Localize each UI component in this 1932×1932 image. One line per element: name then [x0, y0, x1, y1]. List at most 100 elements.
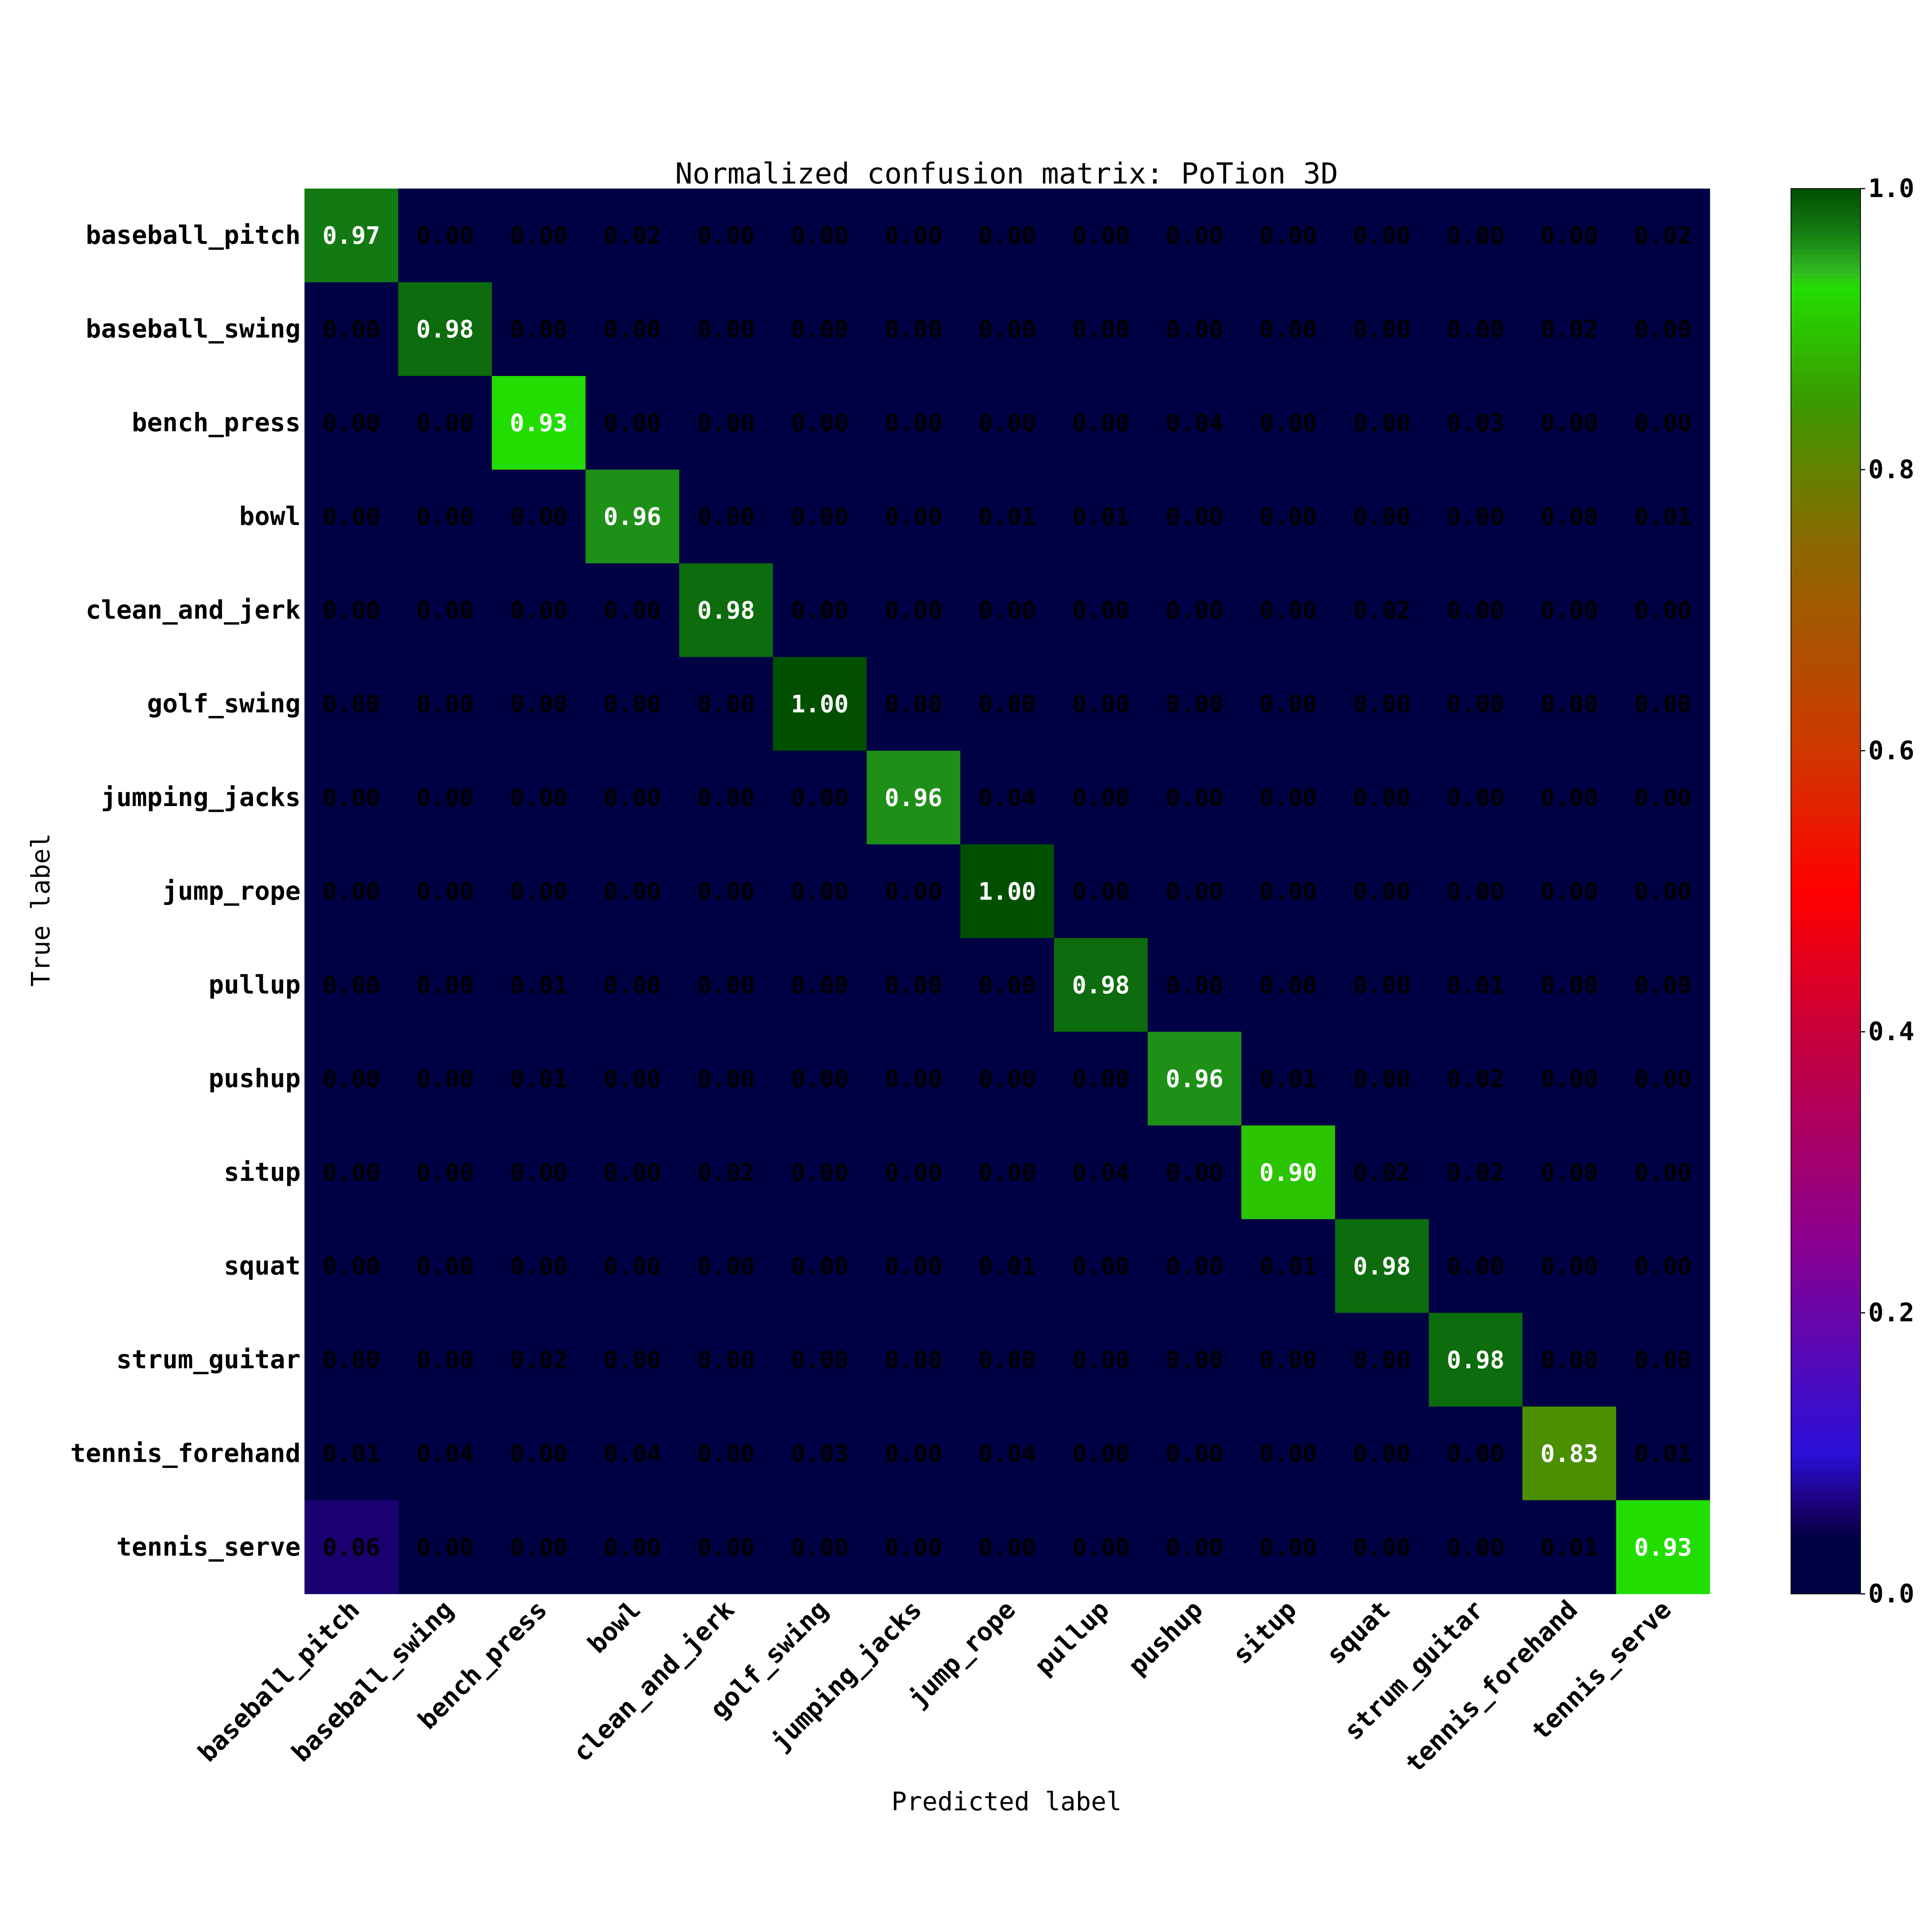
colorbar-segment [1791, 1144, 1861, 1150]
cell-value-label: 0.98 [1447, 1346, 1504, 1374]
cell-value-label: 0.01 [323, 1439, 380, 1468]
colorbar-segment [1791, 512, 1861, 517]
cell-situp-baseball-pitch [304, 1125, 399, 1219]
colorbar-segment [1791, 919, 1861, 925]
cell-baseball-pitch-jumping-jacks [866, 189, 961, 283]
colorbar-segment [1791, 1355, 1861, 1360]
cell-baseball-pitch-squat [1335, 189, 1429, 283]
cell-value-label: 0.00 [1541, 971, 1598, 999]
cell-bowl-jump-rope [960, 469, 1054, 564]
cell-value-label: 0.00 [978, 409, 1036, 437]
colorbar-segment [1791, 807, 1861, 812]
cell-jumping-jacks-situp [1241, 750, 1335, 845]
colorbar-segment [1791, 1486, 1861, 1492]
colorbar-segment [1791, 924, 1861, 929]
cell-value-label: 0.00 [510, 1439, 568, 1468]
cell-jump-rope-jumping-jacks [866, 844, 961, 939]
cell-value-label: 0.00 [1541, 1346, 1598, 1374]
cell-value-label: 0.00 [1072, 1346, 1129, 1374]
colorbar-segment [1791, 788, 1861, 793]
cell-squat-pushup [1148, 1219, 1242, 1313]
cell-golf-swing-clean-and-jerk [679, 657, 773, 751]
cell-clean-and-jerk-squat [1335, 563, 1429, 657]
colorbar-segment [1791, 863, 1861, 868]
y-tick-situp: situp [224, 1157, 301, 1187]
cell-tennis-forehand-baseball-swing [398, 1406, 492, 1501]
colorbar-segment [1791, 633, 1861, 639]
colorbar-segment [1791, 189, 1861, 194]
cell-value-label: 0.00 [978, 1346, 1036, 1374]
cell-value-label: 0.00 [323, 596, 380, 624]
colorbar-segment [1791, 783, 1861, 789]
cell-jumping-jacks-strum-guitar [1429, 750, 1523, 845]
cell-bowl-baseball-swing [398, 469, 492, 564]
colorbar-segment [1791, 1317, 1861, 1323]
cell-pushup-tennis-forehand [1522, 1032, 1617, 1126]
colorbar-segment [1791, 1182, 1861, 1187]
colorbar-segment [1791, 544, 1861, 550]
colorbar-segment [1791, 900, 1861, 906]
colorbar-segment [1791, 1242, 1861, 1248]
cell-value-label: 0.00 [978, 1158, 1036, 1187]
cell-value-label: 0.00 [1072, 1252, 1129, 1280]
cell-value-label: 0.00 [884, 971, 942, 999]
cell-baseball-swing-tennis-serve [1616, 282, 1710, 376]
cell-bench-press-jumping-jacks [866, 376, 961, 470]
cell-squat-baseball-pitch [304, 1219, 399, 1313]
cell-tennis-serve-situp [1241, 1500, 1335, 1594]
colorbar-segment [1791, 1065, 1861, 1070]
cell-value-label: 0.03 [1447, 409, 1504, 437]
cell-bowl-jumping-jacks [866, 469, 961, 564]
colorbar-segment [1791, 568, 1861, 573]
cell-value-label: 0.00 [978, 690, 1036, 718]
cell-value-label: 0.00 [510, 221, 568, 250]
cell-value-label: 0.00 [1634, 971, 1692, 999]
cell-bowl-bench-press [492, 469, 586, 564]
cell-value-label: 0.00 [1353, 1533, 1411, 1561]
cell-value-label: 0.00 [510, 503, 568, 531]
cell-value-label: 0.01 [1447, 971, 1504, 999]
y-tick-tennis-forehand: tennis_forehand [70, 1438, 301, 1468]
colorbar-segment [1791, 263, 1861, 269]
colorbar-segment [1791, 469, 1861, 475]
cell-value-label: 0.00 [1259, 690, 1317, 718]
colorbar-segment [1791, 474, 1861, 480]
cell-value-label: 0.01 [1634, 1439, 1692, 1468]
colorbar-segment [1791, 957, 1861, 962]
colorbar-segment [1791, 315, 1861, 320]
cell-value-label: 0.00 [604, 1252, 661, 1280]
cell-situp-pushup [1148, 1125, 1242, 1219]
cell-value-label: 0.00 [1353, 503, 1411, 531]
colorbar-segment [1791, 1556, 1861, 1561]
colorbar-segment [1791, 811, 1861, 817]
cell-value-label: 0.00 [1166, 1158, 1223, 1187]
cell-bowl-clean-and-jerk [679, 469, 773, 564]
colorbar-segment [1791, 643, 1861, 648]
cell-jump-rope-baseball-pitch [304, 844, 399, 939]
cell-value-label: 0.00 [416, 784, 474, 812]
colorbar-segment [1791, 652, 1861, 658]
colorbar-segment [1791, 741, 1861, 747]
colorbar-segment [1791, 624, 1861, 629]
cell-squat-jump-rope [960, 1219, 1054, 1313]
cell-value-label: 0.00 [791, 784, 849, 812]
cell-pushup-jumping-jacks [866, 1032, 961, 1126]
cell-pushup-jump-rope [960, 1032, 1054, 1126]
cell-pullup-pullup [1054, 938, 1148, 1032]
colorbar-segment [1791, 235, 1861, 241]
colorbar-segment [1791, 774, 1861, 779]
cell-value-label: 0.03 [791, 1439, 849, 1468]
cell-golf-swing-pushup [1148, 657, 1242, 751]
colorbar-segment [1791, 1060, 1861, 1065]
colorbar-segment [1791, 830, 1861, 835]
cell-bench-press-clean-and-jerk [679, 376, 773, 470]
cell-situp-golf-swing [773, 1125, 867, 1219]
colorbar-segment [1791, 872, 1861, 878]
colorbar-segment [1791, 891, 1861, 896]
cell-tennis-forehand-pushup [1148, 1406, 1242, 1501]
colorbar-segment [1791, 1505, 1861, 1510]
cell-golf-swing-jumping-jacks [866, 657, 961, 751]
cell-value-label: 0.04 [604, 1439, 661, 1468]
cell-baseball-swing-strum-guitar [1429, 282, 1523, 376]
colorbar-segment [1791, 947, 1861, 952]
